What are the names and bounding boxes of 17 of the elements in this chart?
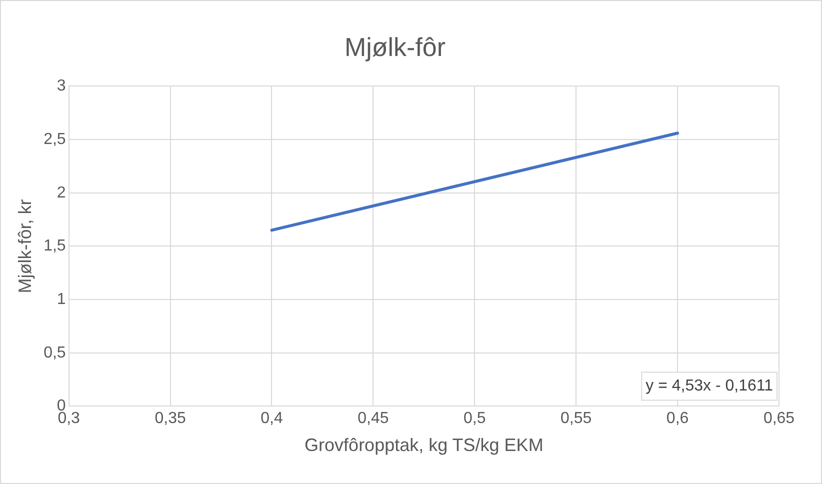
x-tick-label: 0,65 <box>763 410 795 428</box>
x-tick-label: 0,45 <box>358 410 389 428</box>
y-tick-label: 2,5 <box>44 130 66 148</box>
y-tick-label: 0,5 <box>44 344 66 362</box>
x-axis-title: Grovfôropptak, kg TS/kg EKM <box>304 435 544 456</box>
y-tick-label: 3 <box>56 78 66 95</box>
chart-title: Mjølk-fôr <box>344 32 446 62</box>
x-tick-label: 0,4 <box>260 410 283 428</box>
x-tick-label: 0,6 <box>666 410 689 428</box>
x-tick-label: 0,35 <box>154 410 186 428</box>
y-tick-label: 1,5 <box>44 238 66 255</box>
x-tick-label: 0,5 <box>464 410 486 428</box>
y-axis-title: Mjølk-fôr, kr <box>14 199 35 294</box>
annotation: y = 4,53x - 0,1611 <box>646 378 774 395</box>
y-tick-label: 2 <box>56 184 66 202</box>
y-tick-label: 1 <box>56 290 66 308</box>
x-tick-label: 0,55 <box>560 410 592 428</box>
